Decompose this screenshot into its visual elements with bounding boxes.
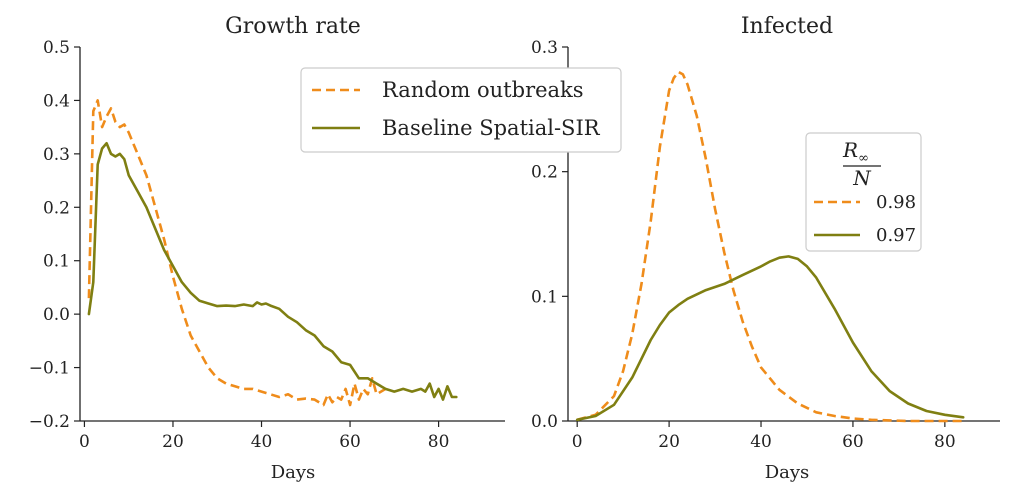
growth-rate-x-tick-label: 80	[428, 432, 450, 452]
legend-label-0-97: 0.97	[876, 225, 916, 246]
legend-label-baseline-spatial-sir: Baseline Spatial-SIR	[382, 116, 601, 140]
growth-rate-series-line-dashed	[87, 99, 387, 407]
growth-rate-y-tick-label: 0.4	[43, 91, 70, 111]
growth-rate-panel: Growth rate −0.2 −0.1 0.0 0.1 0.2 0.3 0.4 0.5 0 2…	[29, 14, 505, 483]
infected-legend-box	[805, 132, 922, 252]
infected-x-tick-label: 60	[842, 432, 864, 452]
legend-label-0-98: 0.98	[876, 192, 916, 213]
infected-ticks: 0.0 0.1 0.2 0.3 0 20 40 60 80	[531, 38, 956, 452]
infected-x-tick-label: 0	[572, 432, 583, 452]
infected-x-tick-label: 80	[934, 432, 956, 452]
growth-rate-title: Growth rate	[225, 14, 361, 39]
infected-series	[575, 70, 965, 423]
growth-rate-x-tick-label: 20	[162, 432, 184, 452]
growth-rate-legend-box	[300, 67, 622, 153]
growth-rate-series-line-solid	[87, 141, 458, 401]
infected-y-tick-label: 0.1	[531, 287, 558, 307]
legend-label-random-outbreaks: Random outbreaks	[382, 78, 584, 102]
growth-rate-x-tick-label: 40	[251, 432, 273, 452]
growth-rate-y-tick-label: 0.3	[43, 145, 70, 165]
legend-title-r-infinity-over-n: R∞ N	[842, 138, 881, 190]
growth-rate-x-label: Days	[271, 462, 316, 483]
svg-text:N: N	[852, 166, 872, 190]
growth-rate-y-tick-label: 0.2	[43, 198, 70, 218]
growth-rate-y-tick-label: −0.1	[29, 359, 70, 379]
infected-x-tick-label: 40	[750, 432, 772, 452]
growth-rate-y-tick-label: 0.1	[43, 252, 70, 272]
infected-series-line-dashed	[576, 70, 964, 423]
growth-rate-x-tick-label: 0	[79, 432, 90, 452]
infected-y-tick-label: 0.3	[531, 38, 558, 58]
infected-y-tick-label: 0.2	[531, 163, 558, 183]
growth-rate-legend: Random outbreaks Baseline Spatial-SIR	[300, 67, 622, 153]
infected-x-label: Days	[765, 462, 810, 483]
growth-rate-y-tick-label: −0.2	[29, 412, 70, 432]
infected-y-tick-label: 0.0	[531, 412, 558, 432]
infected-x-tick-label: 20	[658, 432, 680, 452]
growth-rate-x-tick-label: 60	[339, 432, 361, 452]
growth-rate-ticks: −0.2 −0.1 0.0 0.1 0.2 0.3 0.4 0.5 0 20 40 60 80	[29, 38, 450, 452]
infected-title: Infected	[741, 14, 833, 39]
growth-rate-y-tick-label: 0.0	[43, 305, 70, 325]
infected-panel: Infected 0.0 0.1 0.2 0.3 0 20 40 60 80 Days	[531, 14, 1000, 483]
infected-series-line-solid	[575, 255, 965, 422]
growth-rate-y-tick-label: 0.5	[43, 38, 70, 58]
growth-rate-series	[87, 99, 458, 407]
infected-legend: R∞ N 0.98 0.97	[805, 132, 922, 252]
